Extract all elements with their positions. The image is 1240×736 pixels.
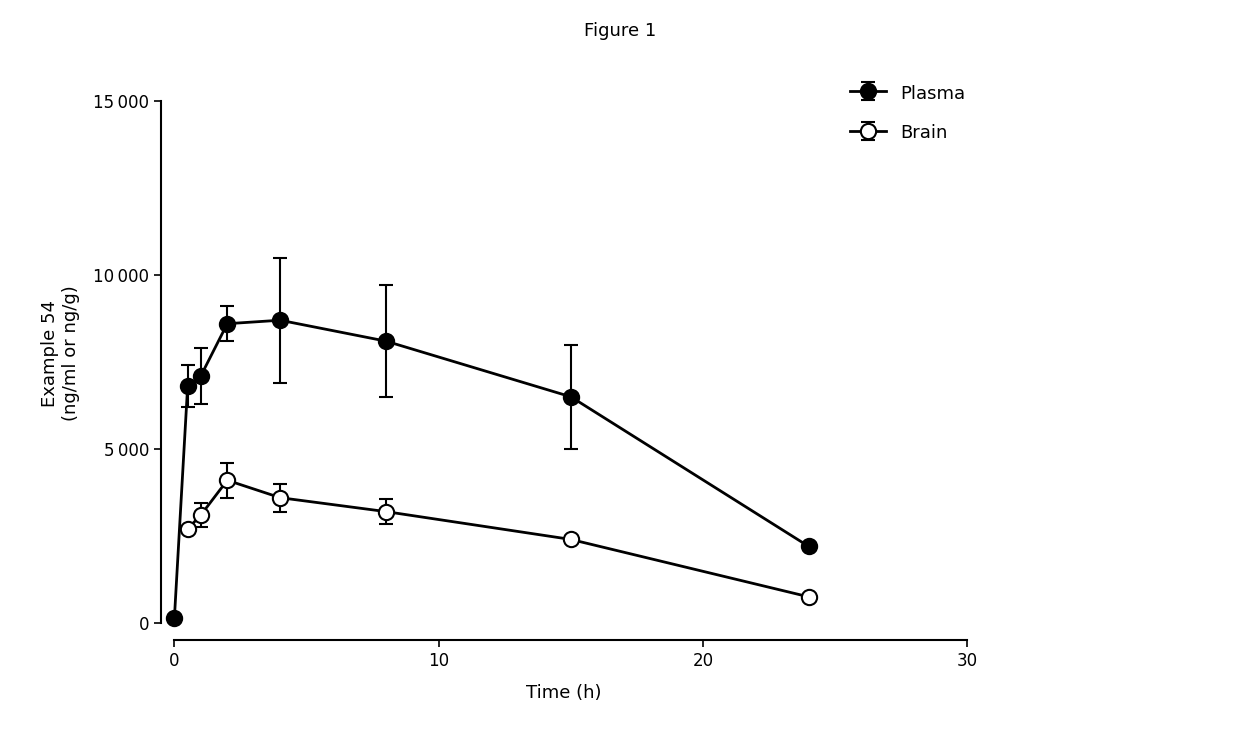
Text: Figure 1: Figure 1 (584, 22, 656, 40)
X-axis label: Time (h): Time (h) (527, 684, 601, 702)
Legend: Plasma, Brain: Plasma, Brain (841, 75, 975, 152)
Y-axis label: Example 54
(ng/ml or ng/g): Example 54 (ng/ml or ng/g) (41, 286, 79, 421)
